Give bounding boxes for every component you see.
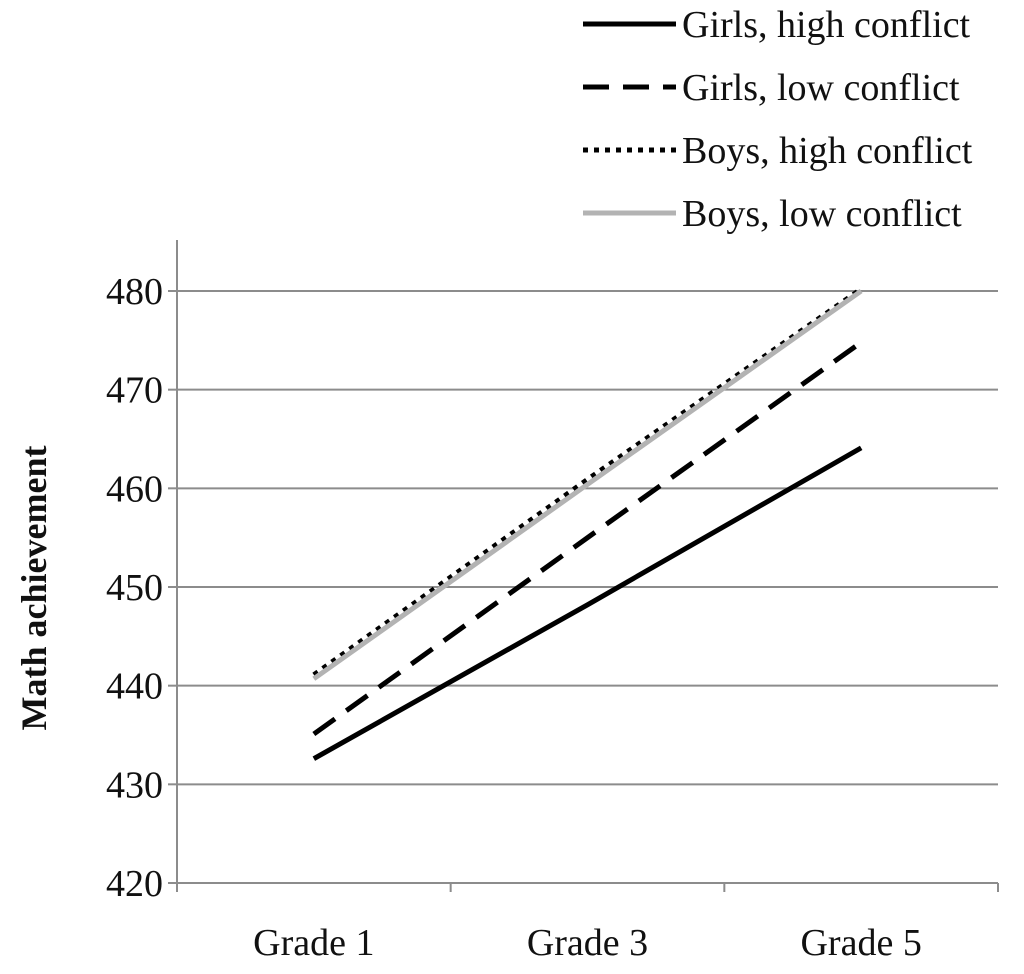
y-tick-label: 420	[106, 863, 163, 905]
series-line-boys-low-conflict	[312, 288, 863, 681]
y-tick-labels: 420 430 440 450 460 470 480	[106, 271, 163, 905]
y-tick-label: 470	[106, 370, 163, 412]
y-tick-label: 440	[106, 666, 163, 708]
axes	[168, 240, 999, 892]
y-tick-label: 450	[106, 567, 163, 609]
y-tick-label: 480	[106, 271, 163, 313]
x-category-label: Grade 3	[527, 922, 648, 964]
legend-label: Boys, low conflict	[682, 193, 962, 235]
x-category-label: Grade 1	[253, 922, 374, 964]
y-axis-label: Math achievement	[14, 446, 54, 731]
gridlines	[177, 290, 998, 786]
legend-label: Girls, high conflict	[682, 4, 971, 46]
series-line-girls-low-conflict	[312, 340, 863, 737]
y-tick-label: 460	[106, 468, 163, 510]
legend-label: Girls, low conflict	[682, 67, 960, 109]
legend-label: Boys, high conflict	[682, 130, 973, 172]
y-tick-label: 430	[106, 764, 163, 806]
series-line-boys-high-conflict	[312, 286, 863, 677]
series-lines	[312, 286, 863, 761]
legend: Girls, high conflict Girls, low conflict B…	[583, 4, 973, 235]
x-category-label: Grade 5	[800, 922, 921, 964]
x-category-labels: Grade 1 Grade 3 Grade 5	[253, 922, 922, 964]
series-line-girls-high-conflict	[312, 445, 863, 761]
